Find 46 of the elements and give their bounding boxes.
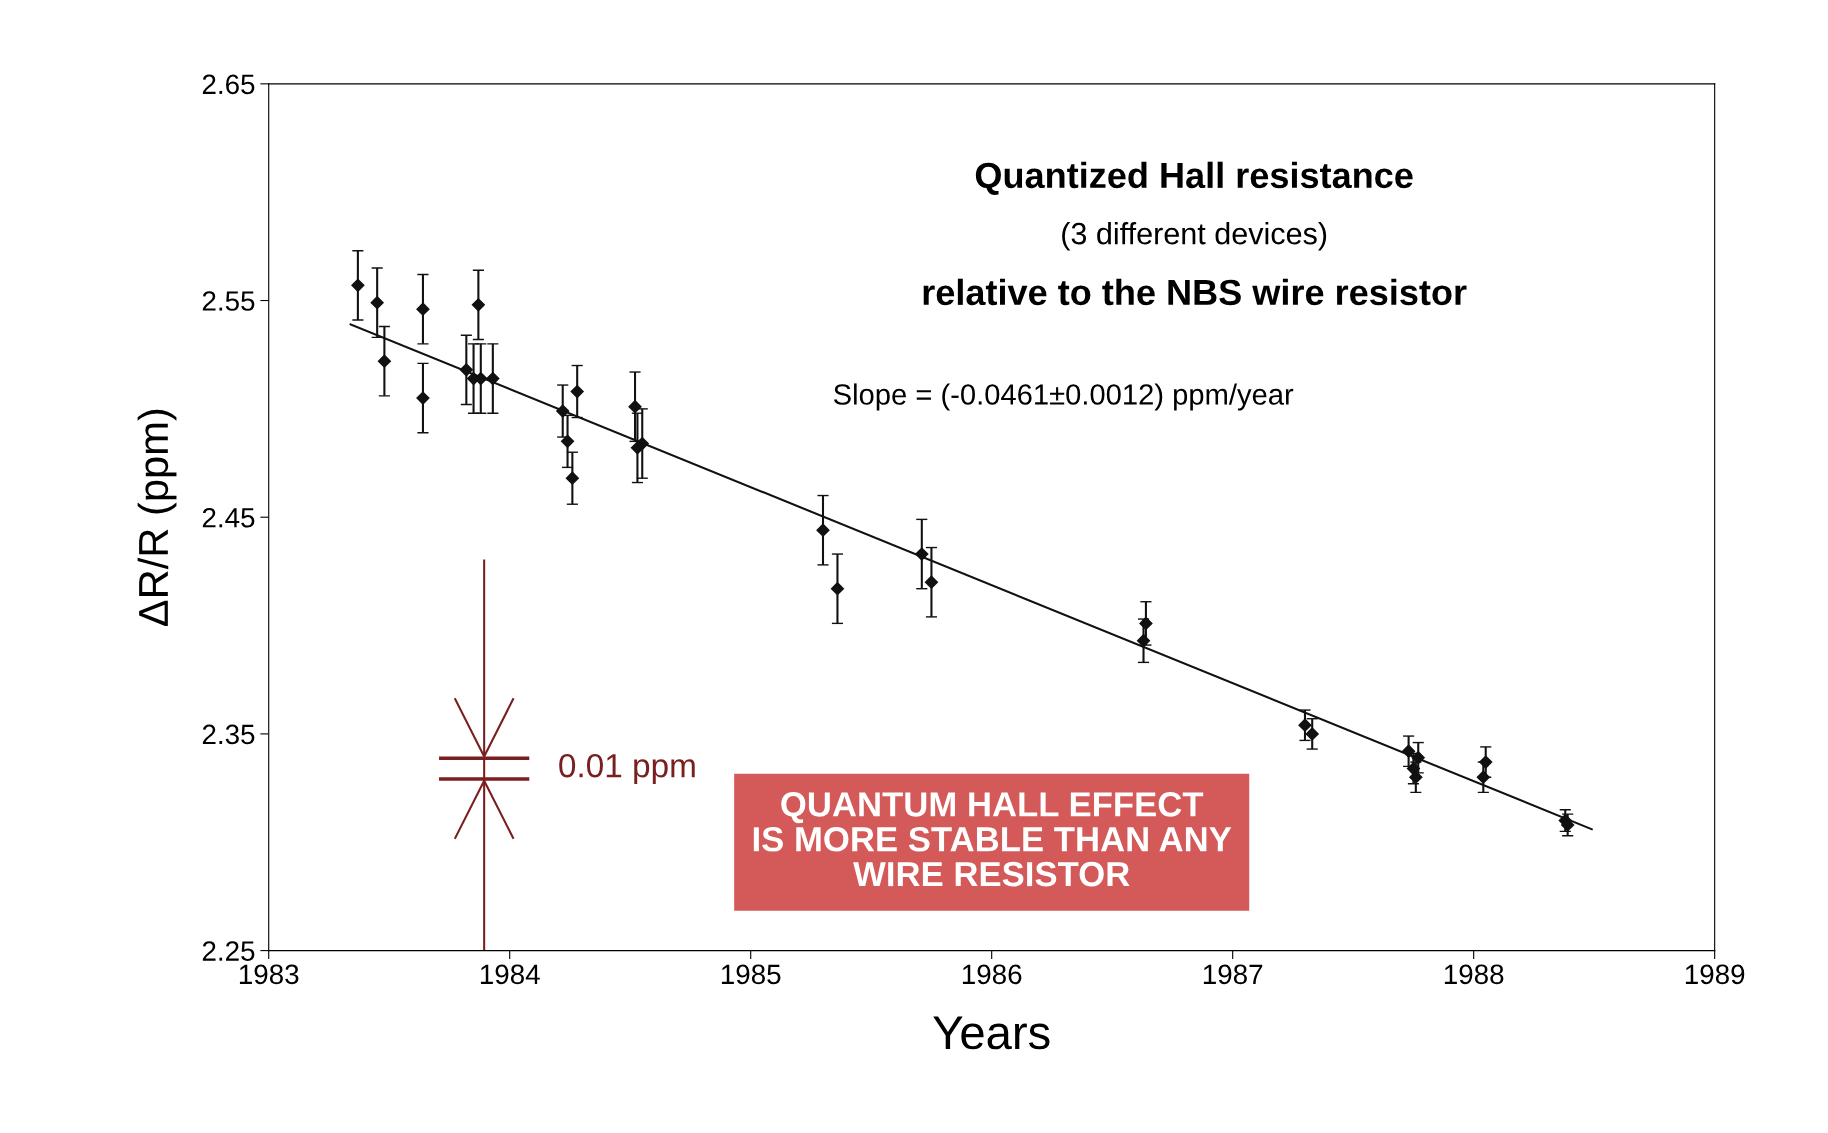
x-tick-label: 1987 [1203,964,1263,985]
point [1479,755,1493,769]
annotation: Slope = (-0.0461±0.0012) ppm/year [833,383,1294,411]
x-axis-title: Years [933,1016,1050,1050]
point [556,404,570,418]
point [565,471,579,485]
x-tick-label: 1983 [239,964,299,985]
x-tick-label: 1985 [721,964,781,985]
point [1139,616,1153,630]
point [816,523,830,537]
point [370,296,384,310]
point [459,363,473,377]
x-tick-label: 1986 [962,964,1022,985]
y-tick-label: 2.35 [202,724,255,745]
y-axis-title: ΔR/R (ppm) [137,409,177,626]
text: Quantized Hall resistance [975,161,1413,195]
annotation: QUANTUM HALL EFFECT IS MORE STABLE THAN ANY WIRE RESISTOR [753,792,1232,887]
point [351,278,365,292]
point [1476,770,1490,784]
annotation: 0.01 ppm [559,753,695,785]
point [915,547,929,561]
text: (3 different devices) [1062,222,1327,251]
point [1411,751,1425,765]
y-tick-label: 2.65 [202,74,255,95]
point [924,575,939,589]
y-tick-label: 2.45 [202,507,255,528]
point [830,582,845,596]
point [486,371,500,386]
point [560,434,575,448]
point [416,391,430,405]
y-tick-label: 2.25 [202,941,255,961]
point [1305,727,1319,741]
point [1298,718,1312,732]
point [1409,770,1423,784]
point [628,400,642,414]
point [570,384,584,399]
point [471,298,485,312]
point [377,354,391,368]
x-tick-label: 1984 [480,964,540,985]
annotation: relative to the NBS wire resistor [923,278,1467,306]
point [416,302,430,316]
y-tick-label: 2.55 [202,291,255,311]
point [1136,634,1151,648]
x-tick-label: 1988 [1444,964,1504,985]
x-tick-label: 1989 [1685,964,1745,985]
point [1402,744,1416,758]
